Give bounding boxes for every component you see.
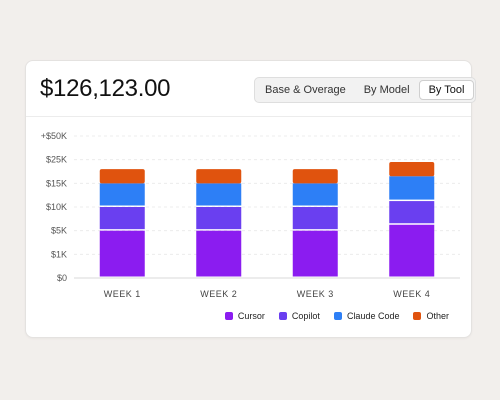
legend-item-cursor: Cursor	[224, 311, 265, 321]
legend-swatch-copilot	[278, 312, 287, 320]
x-tick-label: WEEK 4	[393, 289, 430, 299]
legend-item-other: Other	[413, 311, 449, 321]
y-tick-label: $25K	[46, 155, 67, 165]
bar-segment-claude-code[interactable]	[99, 183, 145, 206]
chart-legend: Cursor Copilot Claude Code Other	[224, 311, 449, 321]
legend-label-claude-code: Claude Code	[346, 311, 400, 321]
bar-segment-claude-code[interactable]	[292, 183, 338, 206]
total-amount: $126,123.00	[40, 75, 171, 102]
y-tick-label: $15K	[46, 178, 67, 188]
y-tick-label: $5K	[51, 226, 67, 236]
legend-item-copilot: Copilot	[278, 311, 320, 321]
bar-segment-copilot[interactable]	[292, 207, 338, 230]
y-tick-label: $1K	[51, 249, 67, 259]
bar-segment-cursor[interactable]	[196, 230, 242, 277]
legend-label-cursor: Cursor	[237, 311, 265, 321]
legend-swatch-cursor	[224, 312, 233, 320]
tab-by-model[interactable]: By Model	[363, 84, 410, 96]
bar-segment-claude-code[interactable]	[196, 183, 242, 206]
legend-item-claude-code: Claude Code	[333, 311, 400, 321]
legend-label-other: Other	[426, 311, 449, 321]
bar-segment-other[interactable]	[99, 169, 145, 184]
x-tick-label: WEEK 2	[200, 289, 237, 299]
x-tick-label: WEEK 3	[297, 289, 334, 299]
bar-segment-other[interactable]	[389, 162, 435, 177]
y-tick-label: $10K	[46, 202, 67, 212]
bar-segment-claude-code[interactable]	[389, 176, 435, 200]
legend-swatch-claude-code	[333, 312, 342, 320]
legend-swatch-other	[413, 312, 422, 320]
bar-segment-copilot[interactable]	[389, 201, 435, 224]
x-tick-label: WEEK 1	[104, 289, 141, 299]
bar-segment-other[interactable]	[292, 169, 338, 184]
stacked-bar-chart: $0 $1K $5K $10K $15K $25K +$50K WEEK 1 WEEK 2 WEE…	[41, 131, 460, 299]
bar-segment-copilot[interactable]	[99, 207, 145, 230]
y-tick-label: +$50K	[41, 131, 67, 141]
bar-segment-cursor[interactable]	[292, 230, 338, 277]
tab-by-tool[interactable]: By Tool	[418, 80, 475, 100]
header-divider	[26, 116, 471, 117]
bar-segment-cursor[interactable]	[389, 224, 435, 277]
bar-segment-copilot[interactable]	[196, 207, 242, 230]
bar-segment-other[interactable]	[196, 169, 242, 184]
y-tick-label: $0	[57, 273, 67, 283]
tab-base-overage[interactable]: Base & Overage	[265, 84, 346, 96]
spend-card: $126,123.00 Base & Overage By Model By T…	[25, 60, 477, 338]
view-tabs: Base & Overage By Model By Tool	[254, 77, 477, 103]
bar-segment-cursor[interactable]	[99, 230, 145, 277]
legend-label-copilot: Copilot	[291, 311, 320, 321]
